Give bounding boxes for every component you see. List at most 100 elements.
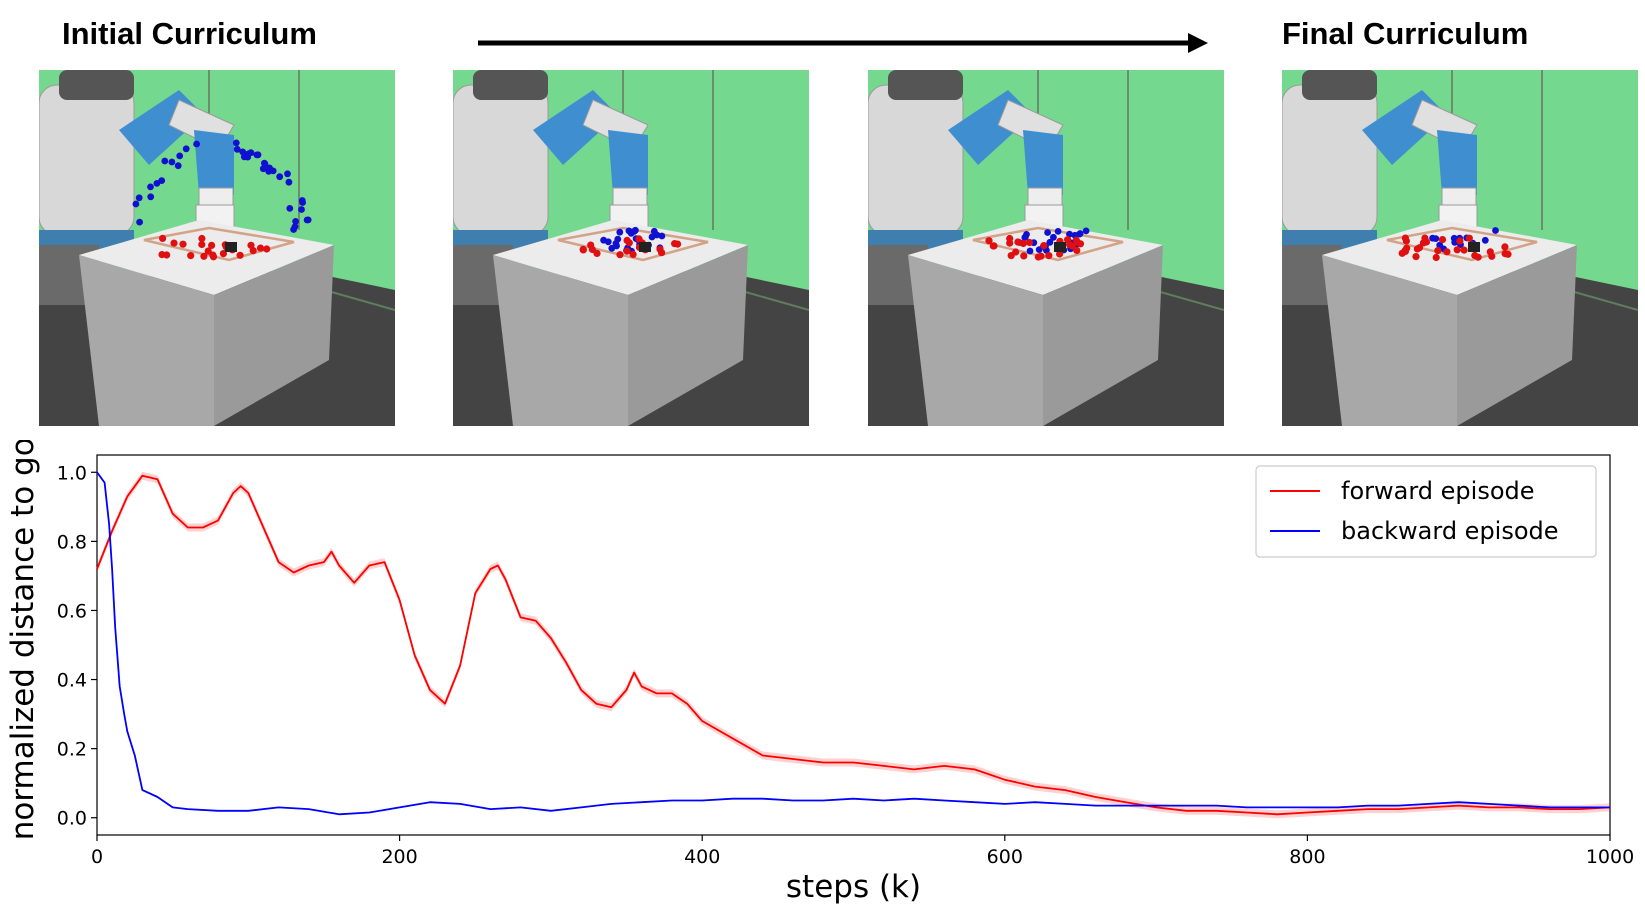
goal-dot [254,151,262,159]
goal-dot [1050,233,1057,241]
object-cube [1054,242,1066,252]
goal-dot [233,145,241,153]
y-tick-label: 1.0 [57,462,87,484]
goal-dot [265,167,273,175]
scene-render [1282,70,1638,426]
start-dot [1045,252,1053,260]
goal-dot [176,152,184,160]
goal-dot [1492,227,1499,234]
object-cube [225,242,237,252]
goal-dot [1026,247,1034,255]
start-dot [623,247,631,255]
table-right [214,245,334,426]
goal-dot [285,178,293,186]
goal-dot [147,193,155,201]
start-dot [179,240,187,248]
goal-dot [600,236,607,244]
start-dot [209,253,218,261]
object-cube [639,242,651,252]
start-dot [1040,242,1048,250]
start-dot [236,251,244,259]
robot-arm-forearm [608,130,648,195]
goal-dot [627,230,635,237]
start-dot [1403,244,1411,252]
robot-arm-forearm [194,130,234,195]
robot-head [59,70,134,100]
start-dot [616,251,624,259]
start-dot [198,240,206,249]
start-dot [588,245,596,254]
robot-head [473,70,548,100]
start-dot [1020,252,1028,260]
y-tick-label: 0.0 [57,808,87,830]
start-dot [1501,243,1509,251]
goal-dot [1035,246,1043,254]
start-dot [579,246,587,254]
goal-dot [1054,228,1062,235]
start-dot [1432,253,1440,262]
start-dot [1504,250,1512,258]
progress-arrow-head [1188,33,1208,53]
series-line-1 [96,471,1610,816]
start-dot [1412,253,1420,261]
start-dot [623,236,631,244]
goal-dot [232,139,240,147]
goal-dot [303,216,311,224]
y-axis-label: normalized distance to goal [5,440,41,840]
start-dot [1034,253,1042,261]
goal-dot [1066,230,1073,238]
y-tick-label: 0.4 [57,670,87,692]
distance-chart: 0 200 400 600 800 1000 0.0 0.2 0.4 0.6 0.8 1.0 step… [5,440,1634,905]
start-dot [674,240,682,248]
start-dot [1025,238,1034,247]
legend: forward episode backward episode [1255,465,1597,558]
goal-dot [1021,233,1029,241]
table-left [908,255,1043,426]
robot-body [453,84,549,236]
final-curriculum-title: Final Curriculum [1282,16,1529,51]
goal-dot [648,233,656,241]
start-dot [200,252,208,260]
scene-render [453,70,809,426]
goal-dot [158,177,166,184]
goal-dot [240,153,248,161]
goal-dot [193,140,201,148]
table-right [628,245,748,426]
y-tick-label: 0.8 [57,531,87,553]
goal-dot [136,218,143,226]
table-left [493,255,628,426]
robot-body [868,84,964,236]
goal-dot [1481,236,1489,244]
start-dot [187,252,195,260]
start-dot [629,250,637,258]
goal-dot [1044,229,1051,236]
start-dot [1438,236,1447,244]
x-axis-label: steps (k) [786,869,921,905]
goal-dot [298,206,305,213]
robot-arm-forearm [1023,130,1063,195]
goal-dot [168,158,176,166]
start-dot [1415,244,1424,252]
x-tick-label: 1000 [1586,846,1634,868]
initial-curriculum-title: Initial Curriculum [62,16,317,51]
goal-dot [1046,238,1054,246]
progress-arrow [478,33,1208,53]
table-left [1322,255,1457,426]
start-dot [263,245,271,253]
start-dot [198,234,206,243]
goal-dot [1436,241,1444,249]
robot-head [1302,70,1377,100]
goal-dot [174,162,182,170]
goal-dot [1450,234,1458,242]
table-right [1043,245,1163,426]
goal-dot [132,200,140,208]
robot-body [39,84,135,236]
start-dot [990,242,998,250]
goal-dot [286,205,294,212]
goal-dot [291,223,299,231]
goal-dot [182,145,190,153]
start-dot [1398,249,1406,257]
y-tick-label: 0.2 [57,739,87,761]
goal-dot [284,170,291,178]
goal-dot [292,218,299,225]
